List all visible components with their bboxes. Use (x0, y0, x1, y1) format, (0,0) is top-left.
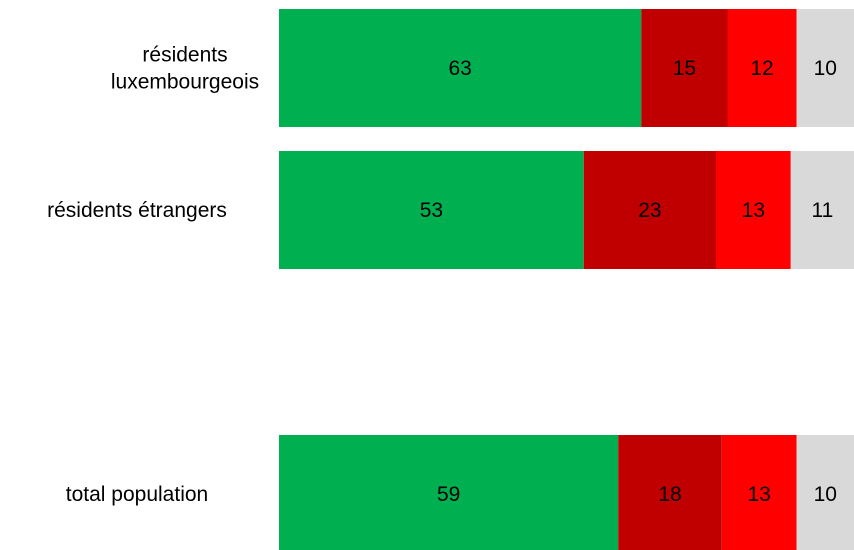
bar-segment-residents-luxembourgeois-2 (641, 9, 728, 127)
category-label-residents-luxembourgeois: résidents luxembourgeois (111, 44, 259, 94)
bar-segment-residents-etrangers-2 (583, 151, 716, 269)
bar-segment-total-population-1 (279, 435, 619, 550)
data-label-residents-luxembourgeois-1: 63 (448, 57, 471, 80)
data-label-residents-etrangers-1: 53 (420, 199, 443, 222)
data-label-residents-etrangers-2: 23 (638, 199, 661, 222)
bar-segment-residents-etrangers-4 (790, 151, 854, 269)
bar-segment-residents-etrangers-3 (716, 151, 791, 269)
bar-segment-residents-luxembourgeois-3 (727, 9, 797, 127)
bar-segment-total-population-3 (721, 435, 797, 550)
bar-segment-residents-luxembourgeois-4 (796, 9, 854, 127)
bar-segment-total-population-2 (618, 435, 722, 550)
category-label-residents-etrangers: résidents étrangers (47, 199, 227, 222)
category-label-line: total population (66, 483, 208, 506)
data-label-total-population-2: 18 (658, 483, 681, 506)
data-label-residents-luxembourgeois-4: 10 (814, 57, 837, 80)
data-label-residents-luxembourgeois-3: 12 (750, 57, 773, 80)
category-label-line: résidents étrangers (47, 199, 227, 222)
bar-segment-total-population-4 (796, 435, 854, 550)
data-label-residents-luxembourgeois-2: 15 (673, 57, 696, 80)
data-label-total-population-3: 13 (747, 483, 770, 506)
category-label-line: résidents (142, 44, 227, 67)
data-label-residents-etrangers-3: 13 (742, 199, 765, 222)
data-label-residents-etrangers-4: 11 (811, 199, 833, 222)
data-label-total-population-4: 10 (814, 483, 837, 506)
bar-segment-residents-luxembourgeois-1 (279, 9, 642, 127)
bar-segment-residents-etrangers-1 (279, 151, 584, 269)
data-label-total-population-1: 59 (437, 483, 460, 506)
category-label-line: luxembourgeois (111, 71, 259, 94)
category-label-total-population: total population (66, 483, 208, 506)
